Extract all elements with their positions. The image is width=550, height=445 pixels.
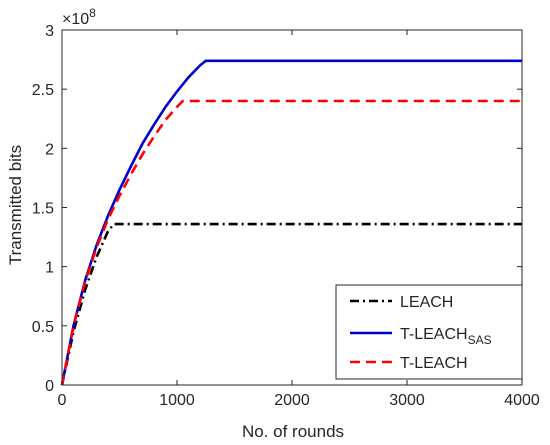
series-lines xyxy=(60,59,522,386)
y-multiplier-exponent: 8 xyxy=(89,6,96,20)
y-tick-label: 0 xyxy=(45,378,54,395)
legend-label-text: LEACH xyxy=(400,294,453,311)
legend-label-1: LEACH xyxy=(400,294,453,311)
legend-label-text: T-LEACH xyxy=(400,355,468,372)
y-tick-label: 2.5 xyxy=(32,82,54,99)
legend-label-3: T-LEACH xyxy=(400,355,468,372)
series-line-3 xyxy=(60,99,522,386)
y-axis-label: Transmitted bits xyxy=(6,145,25,265)
x-axis-label: No. of rounds xyxy=(242,422,344,441)
y-tick-label: 3 xyxy=(45,23,54,40)
series-line-1 xyxy=(60,222,522,386)
x-tick-label: 4000 xyxy=(504,392,540,409)
y-axis-ticks: 0 0.5 1 1.5 2 2.5 3 xyxy=(32,23,522,395)
legend-label-subscript: SAS xyxy=(468,333,492,347)
y-tick-label: 1 xyxy=(45,260,54,277)
x-axis-ticks: 0 1000 2000 3000 4000 xyxy=(58,30,540,409)
legend-label-text: T-LEACH xyxy=(400,326,468,343)
legend-label-2: T-LEACHSAS xyxy=(400,326,492,347)
y-tick-label: 0.5 xyxy=(32,319,54,336)
y-multiplier-label: ×108 xyxy=(62,6,96,28)
x-tick-label: 3000 xyxy=(389,392,425,409)
y-tick-label: 2 xyxy=(45,141,54,158)
x-tick-label: 1000 xyxy=(159,392,195,409)
y-tick-label: 1.5 xyxy=(32,201,54,218)
x-tick-label: 2000 xyxy=(274,392,310,409)
x-tick-label: 0 xyxy=(58,392,67,409)
